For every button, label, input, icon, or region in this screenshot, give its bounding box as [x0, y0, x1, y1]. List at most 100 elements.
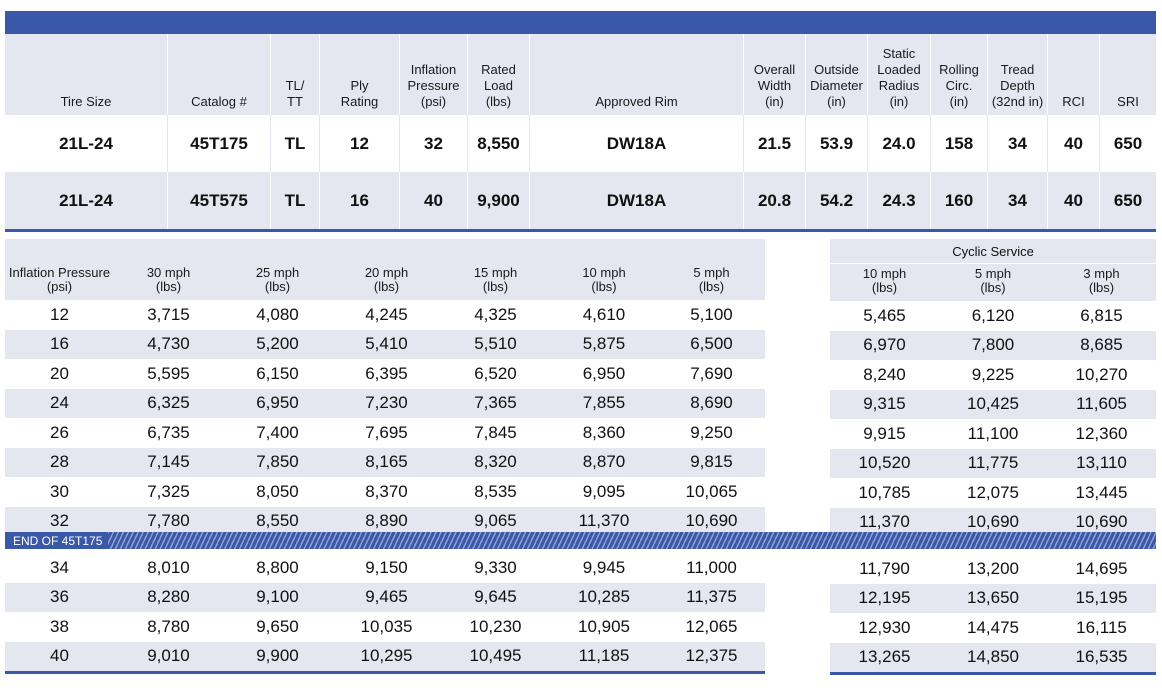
table-cell: 16: [50, 334, 69, 354]
spec-cell: 34: [988, 172, 1048, 229]
table-cell: 10,425: [967, 394, 1019, 414]
spec-cell: DW18A: [530, 172, 744, 229]
table-row: 16 4,730 5,200 5,410 5,510 5,875 6,500: [5, 329, 765, 359]
table-cell: 7,365: [474, 393, 517, 413]
table-cell: 7,845: [474, 422, 517, 442]
end-marker-label: END OF 45T175: [5, 532, 109, 549]
spec-cell: 24.3: [868, 172, 931, 229]
table-cell: 11,605: [1076, 394, 1127, 414]
table-cell: 6,395: [365, 363, 408, 383]
table-cell: 6,520: [474, 363, 517, 383]
spec-cell: TL: [271, 115, 320, 172]
table-cell: 3,715: [147, 304, 190, 324]
table-cell: 9,225: [971, 364, 1015, 384]
cyclic-body: 5,465 6,120 6,815 6,970 7,800 8,685 8,240 9,225…: [830, 301, 1156, 672]
table-cell: 7,780: [147, 511, 190, 531]
table-row: 40 9,010 9,900 10,295 10,495 11,185 12,375: [5, 641, 765, 671]
load-header-row: Inflation Pressure (psi) 30 mph (lbs) 25 m…: [5, 239, 765, 300]
table-cell: 8,240: [863, 364, 906, 384]
table-cell: 4,325: [474, 304, 517, 324]
table-cell: 6,815: [1080, 305, 1123, 325]
table-cell: 8,320: [474, 452, 517, 472]
table-cell: 11,100: [967, 423, 1019, 443]
spec-cell: TL: [271, 172, 320, 229]
table-row: 30 7,325 8,050 8,370 8,535 9,095 10,065: [5, 477, 765, 507]
spec-column-header: Overall Width (in): [744, 34, 806, 115]
table-cell: 12,375: [685, 646, 738, 666]
table-cell: 7,690: [690, 363, 733, 383]
table-cell: 20: [50, 363, 69, 383]
table-cell: 15,195: [1075, 588, 1128, 608]
table-row: 28 7,145 7,850 8,165 8,320 8,870 9,815: [5, 447, 765, 477]
table-cell: 11,370: [578, 511, 630, 531]
table-cell: 10,520: [858, 453, 911, 473]
load-column-header: 10 mph (lbs): [862, 266, 907, 295]
table-cell: 30: [50, 481, 69, 501]
spec-cell: DW18A: [530, 115, 744, 172]
load-column-header: 20 mph (lbs): [364, 265, 409, 294]
cyclic-header-row: 10 mph (lbs) 5 mph (lbs) 3 mph (lbs): [830, 264, 1156, 301]
table-cell: 16,535: [1075, 647, 1128, 667]
spec-cell: 45T575: [168, 172, 271, 229]
table-cell: 9,150: [365, 557, 408, 577]
table-cell: 5,410: [365, 334, 408, 354]
spec-row: 21L-24 45T575 TL 16 40 9,900 DW18A 20.8 54.2 24.3…: [5, 172, 1156, 229]
table-cell: 7,400: [256, 422, 299, 442]
table-cell: 10,690: [967, 512, 1019, 532]
load-table: Inflation Pressure (psi) 30 mph (lbs) 25 m…: [5, 239, 765, 674]
table-row: 10,520 11,775 13,110: [830, 448, 1156, 478]
spec-column-header: Outside Diameter (in): [806, 34, 868, 115]
table-cell: 7,145: [147, 452, 190, 472]
load-body: 12 3,715 4,080 4,245 4,325 4,610 5,100 16 4,730 5…: [5, 300, 765, 671]
table-cell: 8,010: [147, 557, 190, 577]
table-cell: 14,475: [967, 617, 1019, 637]
table-cell: 12,930: [858, 617, 911, 637]
table-cell: 7,800: [971, 335, 1015, 355]
table-cell: 5,875: [582, 334, 626, 354]
table-row: 12,930 14,475 16,115: [830, 613, 1156, 643]
end-of-45t175-divider: END OF 45T175: [5, 532, 1156, 549]
table-cell: 9,010: [147, 646, 190, 666]
load-column-header: 3 mph (lbs): [1083, 266, 1120, 295]
table-row: 9,915 11,100 12,360: [830, 419, 1156, 449]
table-cell: 11,185: [578, 646, 630, 666]
table-cell: 11,375: [686, 587, 737, 607]
table-cell: 13,445: [1075, 482, 1128, 502]
table-cell: 4,730: [147, 334, 190, 354]
spec-cell: 32: [400, 115, 468, 172]
load-column-header: 25 mph (lbs): [255, 265, 300, 294]
table-cell: 11,370: [859, 512, 910, 532]
table-cell: 9,465: [365, 587, 408, 607]
table-cell: 36: [50, 587, 69, 607]
cyclic-service-table: Cyclic Service 10 mph (lbs) 5 mph (lbs) 3 …: [830, 239, 1156, 675]
table-cell: 7,230: [365, 393, 408, 413]
table-cell: 10,295: [360, 646, 413, 666]
spec-cell: 40: [1048, 115, 1100, 172]
spec-cell: 45T175: [168, 115, 271, 172]
spec-column-header: Approved Rim: [530, 34, 744, 115]
table-cell: 13,265: [858, 647, 911, 667]
table-cell: 12,360: [1075, 423, 1128, 443]
table-cell: 6,325: [147, 393, 190, 413]
table-row: 26 6,735 7,400 7,695 7,845 8,360 9,250: [5, 418, 765, 448]
table-cell: 40: [50, 646, 69, 666]
spec-column-header: Ply Rating: [320, 34, 400, 115]
table-cell: 32: [50, 511, 69, 531]
table-cell: 8,550: [256, 511, 299, 531]
table-cell: 8,360: [582, 422, 626, 442]
table-cell: 9,330: [474, 557, 517, 577]
load-bottom-rule: [5, 671, 765, 674]
spec-cell: 12: [320, 115, 400, 172]
table-cell: 9,095: [582, 481, 626, 501]
table-cell: 7,855: [582, 393, 626, 413]
spec-column-header: TL/ TT: [271, 34, 320, 115]
table-cell: 9,250: [690, 422, 733, 442]
table-cell: 10,285: [578, 587, 630, 607]
table-cell: 11,790: [859, 558, 910, 578]
table-cell: 13,650: [967, 588, 1019, 608]
table-cell: 8,280: [147, 587, 190, 607]
load-column-header: Inflation Pressure (psi): [8, 265, 111, 294]
table-cell: 7,850: [256, 452, 299, 472]
table-cell: 14,850: [967, 647, 1019, 667]
spec-cell: 158: [931, 115, 988, 172]
